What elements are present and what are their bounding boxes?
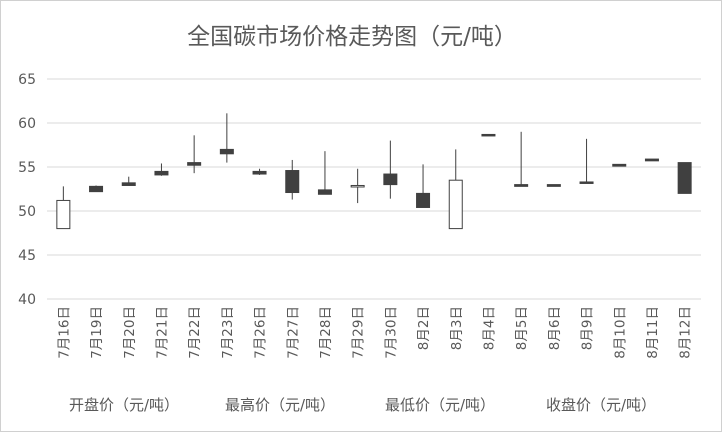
gridlines bbox=[47, 78, 701, 300]
x-tick-label: 8月10日 bbox=[612, 306, 628, 359]
y-tick-label: 55 bbox=[18, 160, 36, 176]
candle-body bbox=[612, 163, 627, 167]
candle bbox=[677, 162, 692, 194]
candle bbox=[546, 184, 561, 187]
y-tick-label: 45 bbox=[18, 248, 36, 264]
x-tick-label: 8月3日 bbox=[449, 306, 465, 350]
candle-body bbox=[416, 192, 431, 208]
candle bbox=[285, 159, 300, 200]
x-tick-label: 8月6日 bbox=[547, 306, 563, 350]
x-tick-label: 7月28日 bbox=[318, 306, 334, 359]
candles bbox=[56, 113, 692, 230]
candle-body bbox=[121, 182, 136, 186]
candle bbox=[317, 151, 332, 195]
candle bbox=[383, 140, 398, 199]
candle bbox=[252, 168, 267, 175]
x-tick-label: 7月26日 bbox=[253, 306, 269, 359]
candle-body bbox=[546, 184, 561, 187]
x-axis-ticks: 7月16日 7月19日 7月20日 7月21日 7月22日 7月23日 7月26日 7月27日… bbox=[56, 306, 693, 359]
legend: 开盘价（元/吨） 最高价（元/吨） 最低价（元/吨） 收盘价（元/吨） bbox=[69, 396, 656, 414]
x-tick-label: 7月16日 bbox=[56, 306, 72, 359]
candle-body bbox=[154, 170, 169, 176]
candle bbox=[644, 158, 659, 162]
chart-title: 全国碳市场价格走势图（元/吨） bbox=[187, 24, 517, 50]
legend-entry: 最高价（元/吨） bbox=[225, 396, 335, 414]
y-tick-label: 40 bbox=[18, 292, 36, 308]
candle-body bbox=[317, 189, 332, 195]
x-tick-label: 7月30日 bbox=[383, 306, 399, 359]
candle bbox=[154, 163, 169, 176]
y-tick-label: 60 bbox=[18, 116, 36, 132]
legend-entry: 收盘价（元/吨） bbox=[546, 396, 656, 414]
candle-body bbox=[89, 185, 104, 193]
candle bbox=[448, 149, 463, 230]
candle-body bbox=[187, 162, 202, 166]
candle-body bbox=[677, 162, 692, 194]
candle-body bbox=[481, 133, 496, 137]
y-axis-ticks: 40 45 50 55 60 65 bbox=[18, 72, 36, 308]
x-tick-label: 7月27日 bbox=[285, 306, 301, 359]
x-tick-label: 7月29日 bbox=[351, 306, 367, 359]
x-tick-label: 7月23日 bbox=[220, 306, 236, 359]
x-tick-label: 7月20日 bbox=[122, 306, 138, 359]
x-tick-label: 8月5日 bbox=[514, 306, 530, 350]
candle-body bbox=[219, 148, 234, 155]
x-tick-label: 8月12日 bbox=[678, 306, 694, 359]
candle-body bbox=[383, 173, 398, 186]
candle-body bbox=[579, 181, 594, 184]
candle bbox=[219, 113, 234, 163]
y-tick-label: 65 bbox=[18, 72, 36, 88]
candle bbox=[350, 168, 365, 204]
candle-body bbox=[285, 170, 300, 194]
candle-body bbox=[56, 199, 71, 230]
candle bbox=[579, 138, 594, 184]
candle bbox=[89, 185, 104, 193]
candle-body bbox=[514, 184, 529, 187]
candle-body bbox=[644, 158, 659, 162]
candle-body bbox=[252, 170, 267, 175]
x-tick-label: 8月4日 bbox=[481, 306, 497, 350]
candle bbox=[514, 131, 529, 187]
x-tick-label: 8月2日 bbox=[416, 306, 432, 350]
x-tick-label: 7月21日 bbox=[154, 306, 170, 359]
candle-body bbox=[448, 179, 463, 230]
candle-body bbox=[350, 184, 365, 188]
candle bbox=[481, 133, 496, 137]
x-tick-label: 7月22日 bbox=[187, 306, 203, 359]
legend-entry: 开盘价（元/吨） bbox=[69, 396, 179, 414]
candle bbox=[121, 176, 136, 186]
y-tick-label: 50 bbox=[18, 204, 36, 220]
x-tick-label: 8月11日 bbox=[645, 306, 661, 359]
candle bbox=[187, 135, 202, 174]
legend-entry: 最低价（元/吨） bbox=[385, 396, 495, 414]
x-tick-label: 7月19日 bbox=[89, 306, 105, 359]
x-tick-label: 8月9日 bbox=[580, 306, 596, 350]
candle bbox=[612, 163, 627, 167]
candle bbox=[56, 186, 71, 230]
candle bbox=[416, 164, 431, 208]
